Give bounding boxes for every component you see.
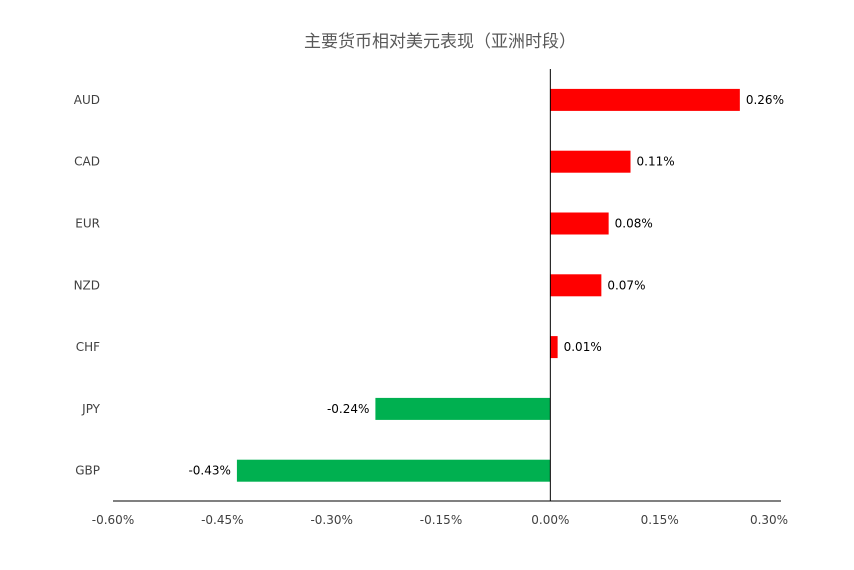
x-tick-label: 0.30%	[750, 513, 788, 527]
labels-layer: AUD 0.26% CAD 0.11% EUR 0.08% NZD 0.07% CHF 0.01%…	[74, 93, 789, 527]
x-tick-label: 0.15%	[641, 513, 679, 527]
category-label-eur: EUR	[75, 217, 100, 231]
x-tick-label: -0.60%	[92, 513, 134, 527]
bar-jpy	[375, 397, 551, 420]
category-label-aud: AUD	[74, 93, 100, 107]
chart-title: 主要货币相对美元表现（亚洲时段）	[304, 32, 576, 52]
x-tick-label: -0.15%	[420, 513, 462, 527]
category-label-gbp: GBP	[75, 464, 100, 478]
bar-nzd	[550, 274, 602, 297]
data-label-jpy: -0.24%	[327, 402, 369, 416]
category-label-cad: CAD	[74, 155, 100, 169]
bar-gbp	[236, 459, 551, 482]
bar-eur	[550, 212, 609, 235]
data-label-cad: 0.11%	[637, 155, 675, 169]
category-label-nzd: NZD	[74, 278, 100, 292]
bar-chf	[550, 336, 558, 359]
category-label-chf: CHF	[76, 340, 100, 354]
x-tick-label: -0.30%	[310, 513, 352, 527]
bars-layer	[236, 88, 740, 482]
axes-layer	[113, 69, 781, 502]
data-label-gbp: -0.43%	[188, 464, 230, 478]
x-tick-label: -0.45%	[201, 513, 243, 527]
bar-cad	[550, 150, 631, 173]
data-label-chf: 0.01%	[564, 340, 602, 354]
x-tick-label: 0.00%	[531, 513, 569, 527]
category-label-jpy: JPY	[81, 402, 101, 416]
data-label-aud: 0.26%	[746, 93, 784, 107]
data-label-eur: 0.08%	[615, 217, 653, 231]
bar-aud	[550, 88, 740, 111]
data-label-nzd: 0.07%	[607, 278, 645, 292]
